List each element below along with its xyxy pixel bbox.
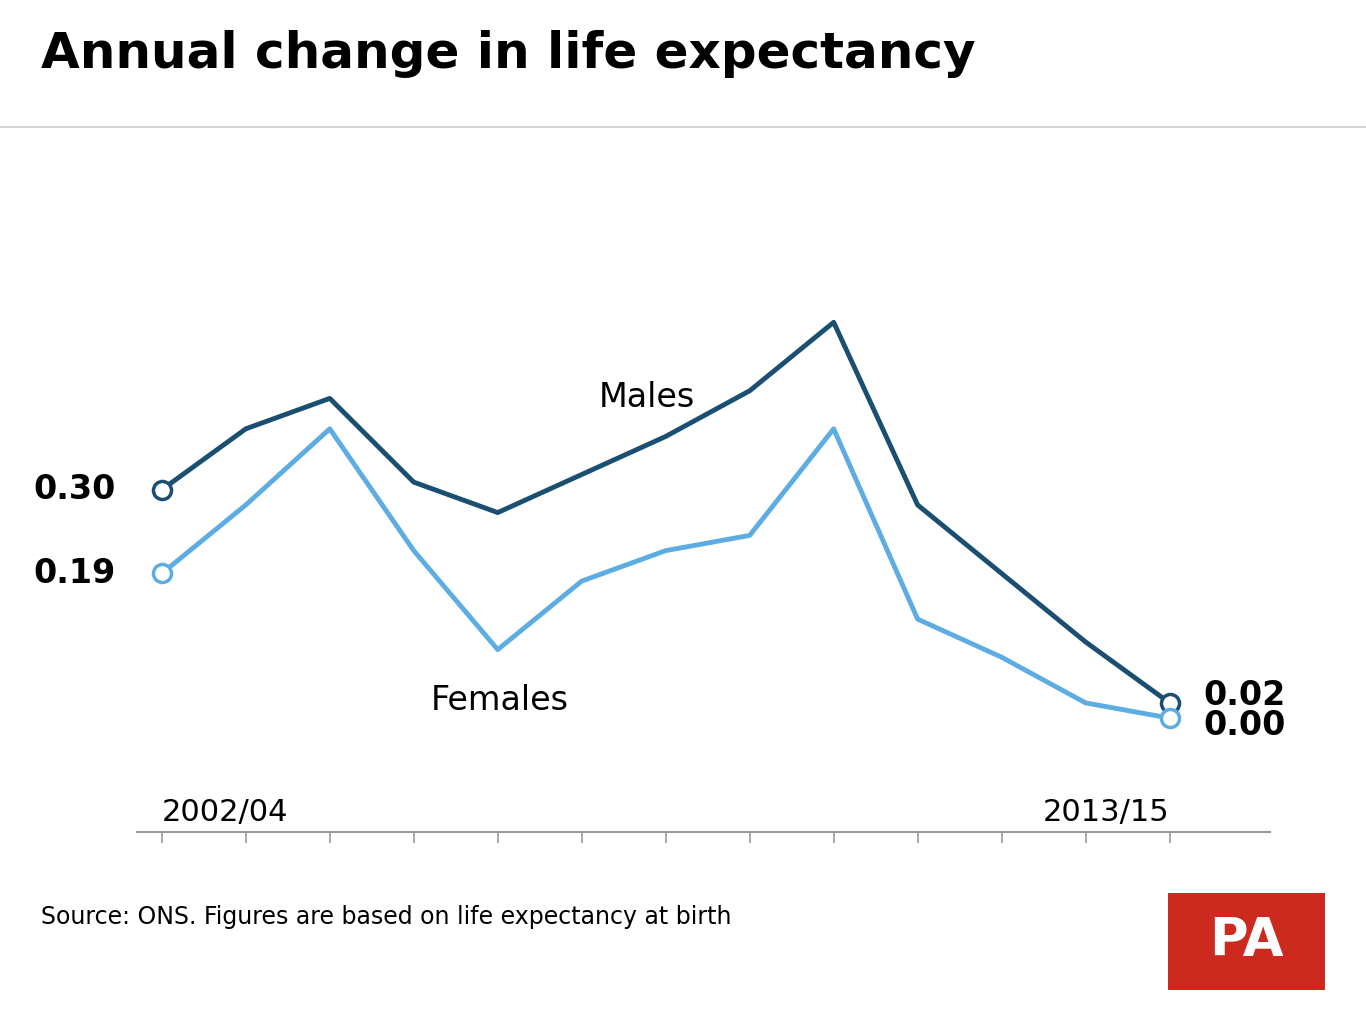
Text: Annual change in life expectancy: Annual change in life expectancy	[41, 30, 975, 78]
Text: 0.02: 0.02	[1203, 679, 1285, 712]
Text: Source: ONS. Figures are based on life expectancy at birth: Source: ONS. Figures are based on life e…	[41, 904, 731, 929]
Text: Males: Males	[598, 381, 695, 414]
Text: 0.30: 0.30	[33, 473, 116, 506]
Text: 0.00: 0.00	[1203, 709, 1285, 742]
Text: 2002/04: 2002/04	[161, 798, 288, 827]
Text: Females: Females	[430, 684, 568, 717]
Text: 0.19: 0.19	[33, 557, 116, 590]
Text: PA: PA	[1209, 916, 1284, 967]
Text: 2013/15: 2013/15	[1044, 798, 1169, 827]
